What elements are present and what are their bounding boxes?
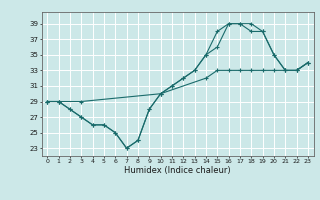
X-axis label: Humidex (Indice chaleur): Humidex (Indice chaleur) (124, 166, 231, 175)
